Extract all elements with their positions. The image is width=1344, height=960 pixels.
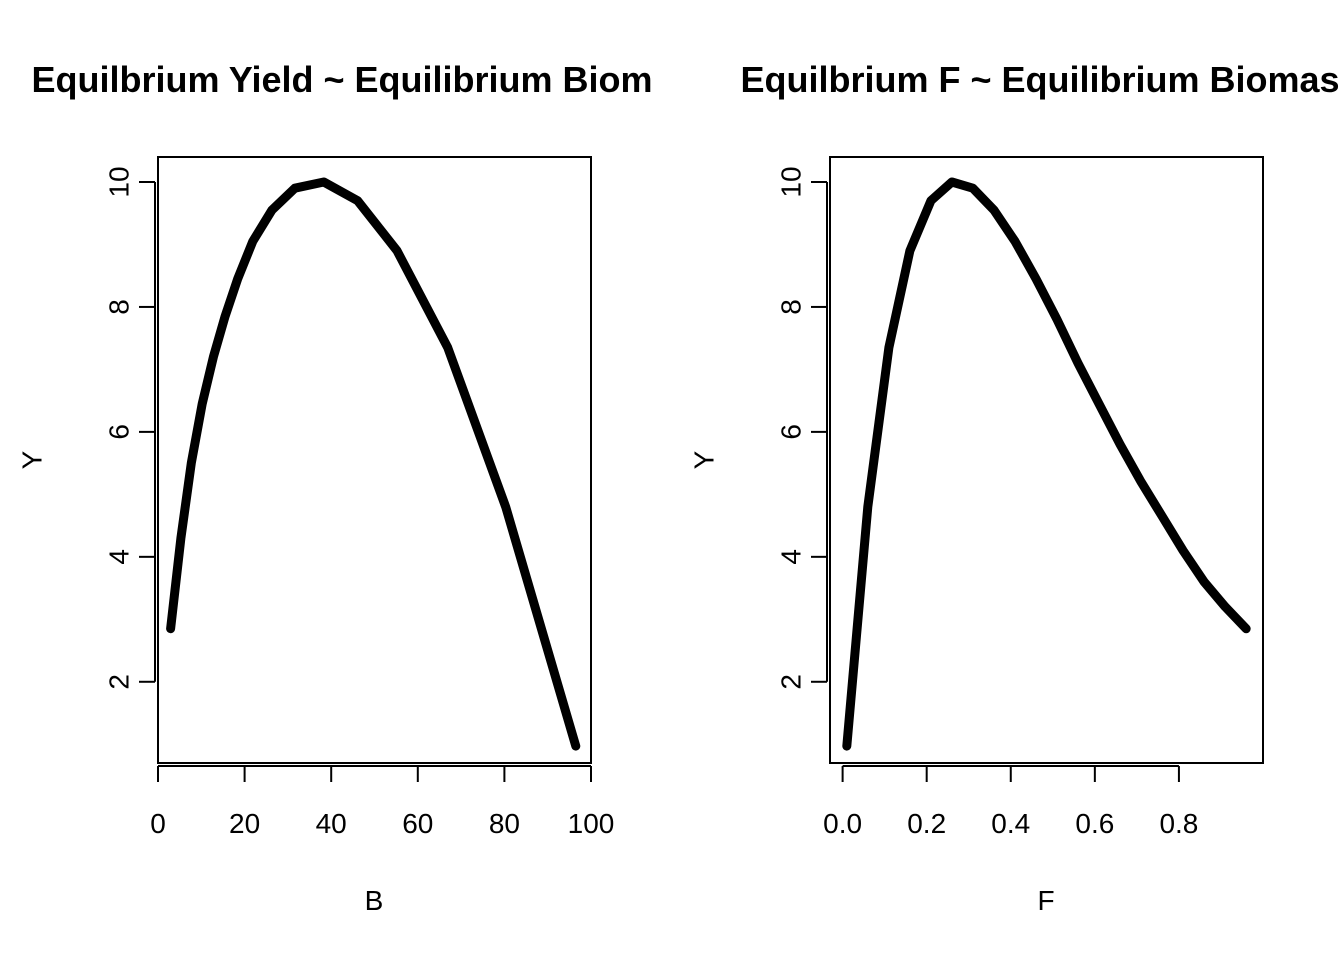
y-axis-label: Y bbox=[17, 450, 48, 469]
x-axis-label: B bbox=[365, 885, 384, 916]
x-tick-label: 80 bbox=[489, 808, 520, 839]
chart-panel-2: Equilbrium F ~ Equilibrium Biomas 0.0 0.2 0… bbox=[689, 59, 1340, 916]
y-tick-label: 8 bbox=[776, 299, 807, 315]
x-tick-label: 0.6 bbox=[1075, 808, 1114, 839]
y-tick-label: 8 bbox=[104, 299, 135, 315]
y-tick-label: 4 bbox=[104, 549, 135, 565]
y-tick-label: 2 bbox=[776, 674, 807, 690]
y-tick-label: 6 bbox=[104, 424, 135, 440]
x-tick-label: 0.0 bbox=[823, 808, 862, 839]
series-line bbox=[166, 177, 581, 751]
x-tick-label: 0.2 bbox=[907, 808, 946, 839]
x-tick-label: 100 bbox=[568, 808, 615, 839]
chart-title: Equilbrium Yield ~ Equilibrium Biom bbox=[31, 59, 652, 100]
y-axis-label: Y bbox=[689, 450, 720, 469]
x-tick-label: 60 bbox=[402, 808, 433, 839]
chart-title: Equilbrium F ~ Equilibrium Biomas bbox=[740, 59, 1339, 100]
plot-frame bbox=[829, 156, 1264, 764]
y-tick-label: 2 bbox=[104, 674, 135, 690]
x-tick-label: 20 bbox=[229, 808, 260, 839]
y-tick-label: 6 bbox=[776, 424, 807, 440]
y-tick-label: 10 bbox=[104, 166, 135, 197]
x-tick-label: 0.8 bbox=[1159, 808, 1198, 839]
x-tick-label: 0 bbox=[150, 808, 166, 839]
series-line bbox=[842, 177, 1251, 751]
chart-panel-1: Equilbrium Yield ~ Equilibrium Biom 0 20 40… bbox=[17, 59, 653, 916]
plot-frame bbox=[157, 156, 592, 764]
x-tick-label: 40 bbox=[316, 808, 347, 839]
y-tick-label: 4 bbox=[776, 549, 807, 565]
x-tick-label: 0.4 bbox=[991, 808, 1030, 839]
y-tick-label: 10 bbox=[776, 166, 807, 197]
x-axis-label: F bbox=[1037, 885, 1054, 916]
